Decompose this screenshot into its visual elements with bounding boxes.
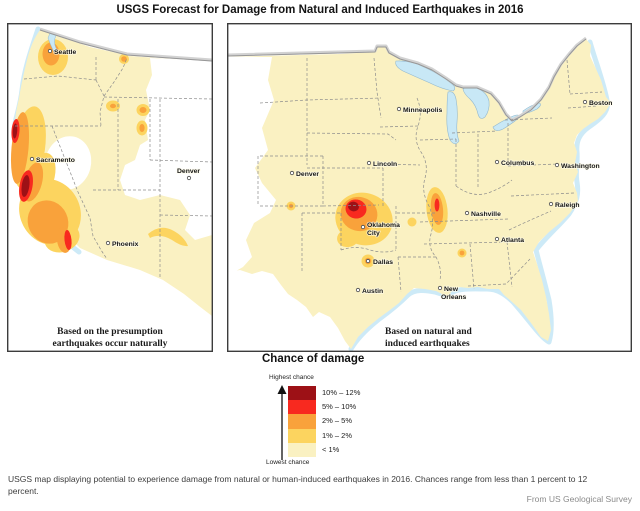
legend-swatch-1: [288, 400, 316, 415]
city-label-atlanta: Atlanta: [501, 237, 524, 244]
legend-swatch-2: [288, 414, 316, 429]
legend-labels: 10% – 12% 5% – 10% 2% – 5% 1% – 2% < 1%: [322, 386, 360, 457]
city-label-boston: Boston: [589, 100, 612, 107]
city-marker-columbus: [494, 159, 500, 165]
city-label-minneapolis: Minneapolis: [403, 107, 442, 114]
legend-swatch-3: [288, 428, 316, 443]
legend-swatch-0: [288, 386, 316, 401]
city-label-columbus: Columbus: [501, 160, 534, 167]
left-map-cities: Seattle Sacramento Denver Phoenix: [29, 48, 201, 249]
city-marker-denver-right: [289, 170, 295, 176]
source-credit: From US Geological Survey: [526, 494, 632, 504]
city-marker-minneapolis: [396, 106, 402, 112]
legend-title: Chance of damage: [262, 353, 365, 365]
canada-border-shadow: [39, 27, 213, 62]
legend-label-1: 5% – 10%: [322, 402, 357, 412]
city-marker-nashville: [464, 210, 470, 216]
city-label-oklahoma-city-line1: Oklahoma: [367, 222, 400, 229]
canada-border: [39, 29, 213, 62]
city-label-denver: Denver: [177, 168, 200, 175]
right-state-boundaries: [257, 57, 603, 293]
city-label-lincoln: Lincoln: [373, 161, 397, 168]
right-hazard-darkred: [348, 201, 359, 212]
city-marker-new-orleans: [437, 285, 443, 291]
legend-label-0: 10% – 12%: [322, 388, 361, 397]
city-marker-phoenix: [105, 240, 111, 246]
city-label-nashville: Nashville: [471, 211, 501, 218]
puget-sound: [47, 32, 57, 53]
city-marker-atlanta: [494, 236, 500, 242]
legend-label-3: 1% – 2%: [322, 430, 353, 440]
legend-arrow-icon: [277, 385, 287, 460]
canada-border-right: [227, 38, 587, 122]
city-label-dallas: Dallas: [373, 259, 393, 266]
left-hazard-darkred: [12, 123, 30, 197]
legend-highest-label: Highest chance: [269, 374, 314, 381]
right-map: Minneapolis Lincoln Denver Boston Columb…: [227, 23, 632, 352]
sierra-no-data-patch: [44, 136, 92, 190]
right-map-no-data-region: [227, 57, 276, 272]
city-label-seattle: Seattle: [54, 49, 77, 56]
atlantic-gulf-coast-water: [348, 39, 610, 352]
figure-caption: USGS map displaying potential to experie…: [8, 474, 588, 496]
city-marker-washington: [554, 162, 560, 168]
city-marker-seattle: [47, 48, 53, 54]
right-map-caption-line1: Based on natural and: [385, 327, 473, 337]
city-label-sacramento: Sacramento: [36, 157, 75, 164]
left-map: Seattle Sacramento Denver Phoenix Based …: [7, 23, 213, 352]
city-label-washington: Washington: [561, 163, 600, 170]
city-label-new-orleans-line1: New: [444, 286, 459, 293]
city-label-raleigh: Raleigh: [555, 202, 580, 209]
right-map-cities: Minneapolis Lincoln Denver Boston Columb…: [289, 99, 613, 302]
right-map-land: [227, 39, 611, 349]
legend-lowest-label: Lowest chance: [266, 459, 310, 466]
city-marker-oklahoma-city: [360, 224, 366, 230]
city-marker-sacramento: [29, 156, 35, 162]
left-state-boundaries: [15, 57, 213, 279]
left-map-caption-line2: earthquakes occur naturally: [53, 339, 168, 349]
city-marker-denver: [186, 175, 192, 181]
city-marker-raleigh: [548, 201, 554, 207]
right-map-frame: [227, 23, 632, 352]
right-map-caption-line2: induced earthquakes: [385, 339, 470, 349]
legend-swatch-4: [288, 442, 316, 457]
legend-label-2: 2% – 5%: [322, 416, 353, 426]
city-marker-boston: [582, 99, 588, 105]
left-map-no-data-region: [120, 58, 212, 240]
legend-swatches: [288, 386, 316, 457]
city-label-denver-right: Denver: [296, 171, 319, 178]
left-map-caption-line1: Based on the presumption: [57, 327, 163, 337]
city-marker-austin: [355, 287, 361, 293]
city-label-new-orleans-line2: Orleans: [441, 294, 467, 301]
city-marker-lincoln: [366, 160, 372, 166]
lake-michigan: [446, 91, 460, 145]
city-label-oklahoma-city-line2: City: [367, 230, 380, 237]
city-marker-dallas: [365, 258, 371, 264]
legend-label-4: < 1%: [322, 444, 340, 454]
left-map-frame: [7, 23, 213, 352]
figure-title: USGS Forecast for Damage from Natural an…: [116, 4, 524, 16]
city-label-austin: Austin: [362, 288, 383, 295]
city-label-phoenix: Phoenix: [112, 241, 139, 248]
